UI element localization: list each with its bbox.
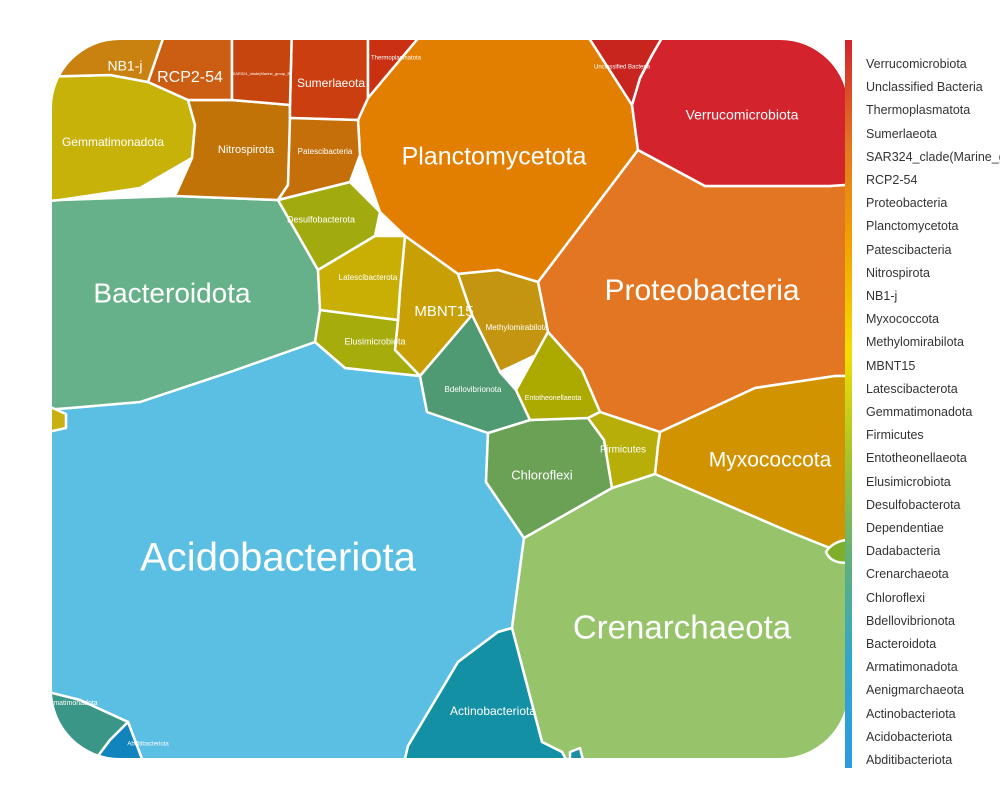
cell-label-crenarchaeota: Crenarchaeota <box>573 609 792 646</box>
legend-item-firmicutes: Firmicutes <box>866 428 924 443</box>
cell-rcp2-54 <box>146 40 234 102</box>
cell-label-abditibacteriota: Abditibacteriota <box>127 742 169 748</box>
cell-label-acidobacteriota: Acidobacteriota <box>140 536 416 580</box>
cell-label-armatimonadota: Armatimonadota <box>46 700 97 707</box>
cell-label-sumerlaeota: Sumerlaeota <box>297 76 365 90</box>
legend-item-nitrospirota: Nitrospirota <box>866 265 930 280</box>
cell-label-methylomirabilota: Methylomirabilota <box>486 323 549 332</box>
cell-label-firmicutes: Firmicutes <box>600 445 646 456</box>
cell-verrucomicrobiota <box>630 40 848 188</box>
legend-item-methylomirabilota: Methylomirabilota <box>866 335 964 350</box>
cell-label-thermoplasmatota: Thermoplasmatota <box>371 56 422 62</box>
legend-item-unclassified-bacteria: Unclassified Bacteria <box>866 80 983 95</box>
cell-label-elusimicrobiota: Elusimicrobiota <box>344 336 405 346</box>
cell-nb1-j <box>52 40 170 84</box>
cell-label-unclassified-bacteria: Unclassified Bacteria <box>594 65 651 71</box>
cell-dependentiae <box>52 404 68 434</box>
legend-item-proteobacteria: Proteobacteria <box>866 196 948 211</box>
cell-armatimonadota <box>52 658 130 758</box>
cell-thermoplasmatota <box>366 40 432 100</box>
legend-item-bacteroidota: Bacteroidota <box>866 637 937 651</box>
legend-item-planctomycetota: Planctomycetota <box>866 219 959 234</box>
cell-label-myxococcota: Myxococcota <box>709 449 832 472</box>
cell-aenigmarchaeota <box>568 746 587 758</box>
legend-item-elusimicrobiota: Elusimicrobiota <box>866 474 951 489</box>
cell-actinobacteriota <box>398 626 579 758</box>
legend-item-desulfobacterota: Desulfobacterota <box>866 497 961 512</box>
cell-firmicutes <box>586 410 662 490</box>
cell-label-gemmatimonadota: Gemmatimonadota <box>62 135 164 149</box>
cell-label-rcp2-54: RCP2-54 <box>157 69 223 86</box>
legend-item-dadabacteria: Dadabacteria <box>866 544 941 559</box>
legend-item-nb1-j: NB1-j <box>866 289 898 303</box>
legend-item-myxococcota: Myxococcota <box>866 312 939 327</box>
cell-label-actinobacteriota: Actinobacteriota <box>450 704 536 718</box>
cell-label-proteobacteria: Proteobacteria <box>604 274 799 307</box>
legend-item-sumerlaeota: Sumerlaeota <box>866 126 937 141</box>
cell-dadabacteria <box>824 538 848 564</box>
legend-item-thermoplasmatota: Thermoplasmatota <box>866 103 971 118</box>
cell-label-latescibacterota: Latescibacterota <box>339 273 398 282</box>
legend-item-actinobacteriota: Actinobacteriota <box>866 706 956 721</box>
legend-item-gemmatimonadota: Gemmatimonadota <box>866 405 973 419</box>
legend-item-sar324-clade-marine-group-b: SAR324_clade(Marine_group_B) <box>866 149 1000 164</box>
legend-item-aenigmarchaeota: Aenigmarchaeota <box>866 683 964 698</box>
cell-label-chloroflexi: Chloroflexi <box>511 467 573 482</box>
legend-item-acidobacteriota: Acidobacteriota <box>866 729 953 744</box>
cell-sar324-clade-marine-group-b <box>230 40 294 107</box>
cell-unclassified-bacteria <box>578 40 672 107</box>
legend-item-abditibacteriota: Abditibacteriota <box>866 753 953 767</box>
legend-item-patescibacteria: Patescibacteria <box>866 242 952 257</box>
cell-label-entotheonellaeota: Entotheonellaeota <box>525 395 582 402</box>
cell-latescibacterota <box>316 234 407 322</box>
legend-item-mbnt15: MBNT15 <box>866 358 916 373</box>
cell-patescibacteria <box>276 116 362 202</box>
cell-label-bacteroidota: Bacteroidota <box>93 277 251 308</box>
legend-item-entotheonellaeota: Entotheonellaeota <box>866 451 967 466</box>
legend-item-rcp2-54: RCP2-54 <box>866 173 918 187</box>
cell-abditibacteriota <box>78 720 152 758</box>
legend-color-bar <box>845 40 852 768</box>
cell-label-bdellovibrionota: Bdellovibrionota <box>445 385 502 394</box>
legend-item-chloroflexi: Chloroflexi <box>866 590 926 605</box>
legend-item-bdellovibrionota: Bdellovibrionota <box>866 613 955 628</box>
cell-label-nb1-j: NB1-j <box>107 58 142 74</box>
legend-item-dependentiae: Dependentiae <box>866 521 944 535</box>
cell-label-patescibacteria: Patescibacteria <box>298 147 353 156</box>
cell-sumerlaeota <box>288 40 370 122</box>
cell-label-sar324-clade-marine-group-b: SAR324_clade(Marine_group_B) <box>233 71 293 76</box>
legend-item-verrucomicrobiota: Verrucomicrobiota <box>866 57 967 71</box>
cell-label-nitrospirota: Nitrospirota <box>218 144 275 156</box>
cell-label-planctomycetota: Planctomycetota <box>402 143 587 171</box>
legend-item-armatimonadota: Armatimonadota <box>866 660 958 675</box>
legend-item-crenarchaeota: Crenarchaeota <box>866 567 949 582</box>
legend-item-latescibacterota: Latescibacterota <box>866 381 958 396</box>
cell-label-desulfobacterota: Desulfobacterota <box>287 214 355 224</box>
cell-label-verrucomicrobiota: Verrucomicrobiota <box>686 107 799 123</box>
cell-label-mbnt15: MBNT15 <box>414 303 473 320</box>
